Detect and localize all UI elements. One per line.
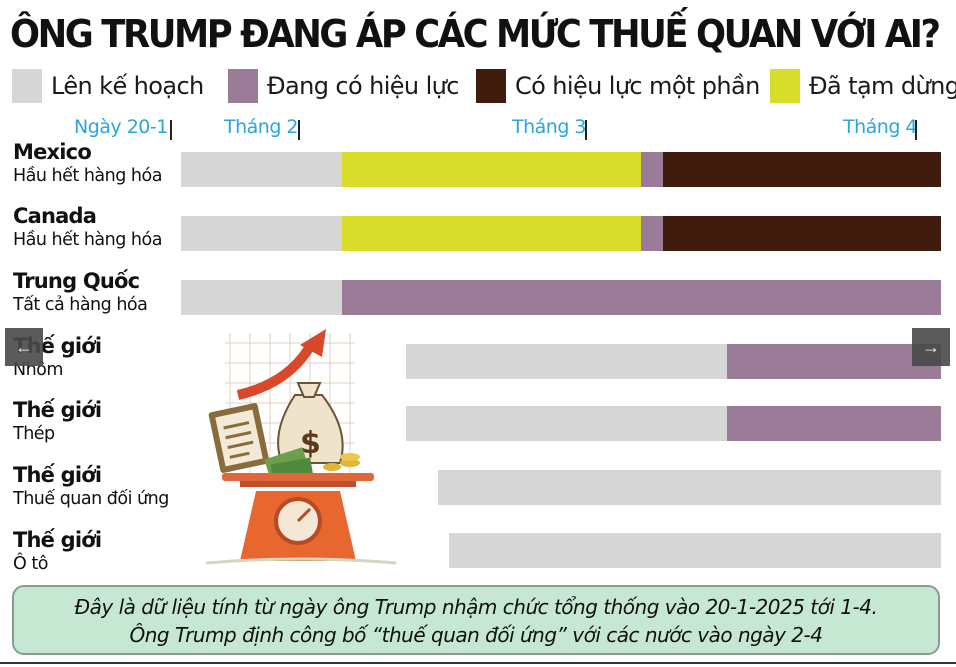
bar-segment-row4-seg1 [726,406,941,441]
legend-swatch-paused [770,69,800,103]
timeline-tick-feb [298,120,300,140]
timeline-tick-mar [585,120,587,140]
legend-item-paused: Đã tạm dừng [770,68,956,104]
row-sub-world-steel: Thép [13,424,55,444]
legend-label-partial: Có hiệu lực một phần [515,72,760,100]
bar-segment-row6-seg0 [448,533,941,568]
legend-item-in-effect: Đang có hiệu lực [228,68,459,104]
row-title-china: Trung Quốc [13,269,140,293]
chart-title: ÔNG TRUMP ĐANG ÁP CÁC MỨC THUẾ QUAN VỚI … [10,12,941,56]
row-title-mexico: Mexico [13,140,92,164]
bar-segment-row0-seg3 [662,152,941,187]
svg-text:$: $ [300,426,321,461]
row-sub-world-autos: Ô tô [13,554,48,574]
footnote-box: Đây là dữ liệu tính từ ngày ông Trump nh… [12,585,940,655]
bar-segment-row0-seg0 [181,152,342,187]
row-sub-mexico: Hầu hết hàng hóa [13,166,162,186]
row-title-world-steel: Thế giới [13,398,102,422]
timeline-label-apr: Tháng 4 [843,116,918,138]
timeline-tick-jan20 [170,120,172,140]
row-sub-canada: Hầu hết hàng hóa [13,230,162,250]
legend-label-planned: Lên kế hoạch [51,72,204,100]
bar-segment-row4-seg0 [405,406,727,441]
bar-segment-row0-seg1 [341,152,642,187]
row-sub-china: Tất cả hàng hóa [13,295,148,315]
timeline-label-mar: Tháng 3 [512,116,587,138]
legend-item-planned: Lên kế hoạch [12,68,204,104]
bar-segment-row1-seg1 [341,216,642,251]
bar-segment-row5-seg0 [437,470,941,505]
legend: Lên kế hoạch Đang có hiệu lực Có hiệu lự… [12,68,956,104]
legend-swatch-in-effect [228,69,258,103]
row-sub-world-reciprocal: Thuế quan đối ứng [13,489,169,509]
bar-segment-row3-seg0 [405,344,727,379]
tariff-illustration-icon: $ [205,329,397,565]
row-title-canada: Canada [13,204,97,228]
bar-segment-row2-seg1 [341,280,941,315]
bar-segment-row1-seg0 [181,216,342,251]
bar-segment-row2-seg0 [181,280,342,315]
bar-segment-row0-seg2 [641,152,663,187]
legend-swatch-partial [476,69,506,103]
footnote-line-2: Ông Trump định công bố “thuế quan đối ứn… [129,623,823,647]
row-title-world-autos: Thế giới [13,528,102,552]
bottom-divider [0,662,956,664]
bar-segment-row1-seg3 [662,216,941,251]
timeline-label-jan20: Ngày 20-1 [74,116,168,138]
footnote-line-1: Đây là dữ liệu tính từ ngày ông Trump nh… [74,595,878,619]
legend-label-in-effect: Đang có hiệu lực [267,72,459,100]
next-arrow-icon[interactable]: → [912,328,950,366]
row-title-world-reciprocal: Thế giới [13,463,102,487]
legend-swatch-planned [12,69,42,103]
prev-arrow-icon[interactable]: ← [5,328,43,366]
timeline-tick-apr [915,120,917,140]
legend-label-paused: Đã tạm dừng [809,72,956,100]
timeline-label-feb: Tháng 2 [224,116,299,138]
bar-segment-row3-seg1 [726,344,941,379]
bar-segment-row1-seg2 [641,216,663,251]
legend-item-partial: Có hiệu lực một phần [476,68,760,104]
